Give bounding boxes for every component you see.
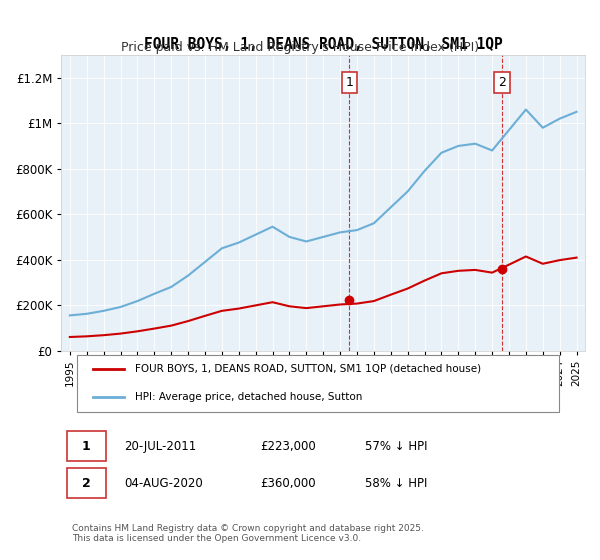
Text: £223,000: £223,000 bbox=[260, 440, 316, 452]
FancyBboxPatch shape bbox=[67, 468, 106, 498]
Text: HPI: Average price, detached house, Sutton: HPI: Average price, detached house, Sutt… bbox=[135, 392, 362, 402]
FancyBboxPatch shape bbox=[77, 355, 559, 412]
FancyBboxPatch shape bbox=[67, 431, 106, 461]
Text: £360,000: £360,000 bbox=[260, 477, 316, 489]
Text: 2: 2 bbox=[82, 477, 91, 489]
Text: 58% ↓ HPI: 58% ↓ HPI bbox=[365, 477, 427, 489]
Text: 57% ↓ HPI: 57% ↓ HPI bbox=[365, 440, 428, 452]
Text: 1: 1 bbox=[82, 440, 91, 452]
Title: FOUR BOYS, 1, DEANS ROAD, SUTTON, SM1 1QP: FOUR BOYS, 1, DEANS ROAD, SUTTON, SM1 1Q… bbox=[144, 38, 503, 53]
Text: 04-AUG-2020: 04-AUG-2020 bbox=[124, 477, 203, 489]
Text: 20-JUL-2011: 20-JUL-2011 bbox=[124, 440, 196, 452]
Text: Price paid vs. HM Land Registry's House Price Index (HPI): Price paid vs. HM Land Registry's House … bbox=[121, 41, 479, 54]
Text: 2: 2 bbox=[498, 76, 506, 88]
Text: FOUR BOYS, 1, DEANS ROAD, SUTTON, SM1 1QP (detached house): FOUR BOYS, 1, DEANS ROAD, SUTTON, SM1 1Q… bbox=[135, 363, 481, 374]
Text: Contains HM Land Registry data © Crown copyright and database right 2025.
This d: Contains HM Land Registry data © Crown c… bbox=[72, 524, 424, 543]
Text: 1: 1 bbox=[346, 76, 353, 88]
